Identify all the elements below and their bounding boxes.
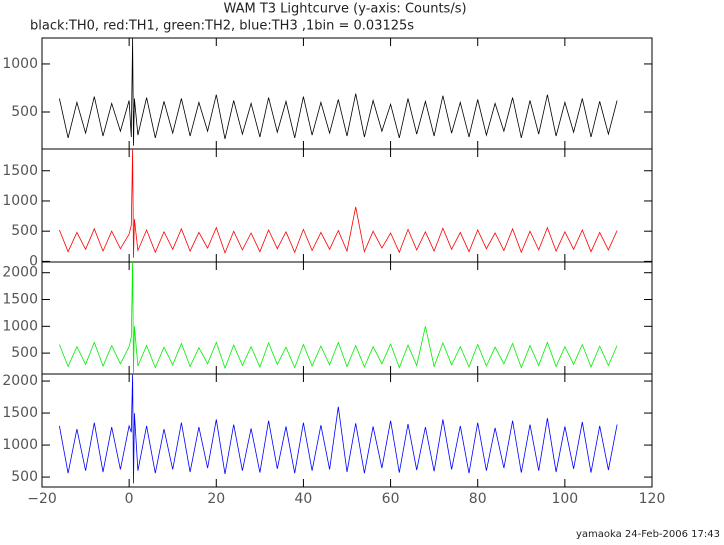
y-tick-label: 2000 (2, 265, 38, 281)
panel-frame (41, 373, 653, 488)
y-tick-label: 1500 (2, 163, 38, 179)
light-curve (59, 37, 618, 146)
x-tick-label: −20 (27, 491, 57, 507)
x-tick-label: 100 (551, 491, 578, 507)
y-tick-label: 500 (11, 104, 38, 120)
y-tick-label: 1000 (2, 56, 38, 72)
y-tick-label: 0 (29, 253, 38, 269)
y-tick-label: 1500 (2, 292, 38, 308)
light-curve (59, 149, 618, 258)
y-tick-label: 1500 (2, 405, 38, 421)
light-curve (59, 374, 618, 484)
y-tick-label: 2000 (2, 373, 38, 389)
y-tick-label: 500 (11, 469, 38, 485)
y-tick-label: 500 (11, 345, 38, 361)
y-tick-label: 500 (11, 223, 38, 239)
x-tick-label: 60 (382, 491, 400, 507)
x-tick-label: 20 (207, 491, 225, 507)
x-tick-label: 120 (639, 491, 666, 507)
y-tick-label: 1000 (2, 437, 38, 453)
footer: yamaoka 24-Feb-2006 17:43 (576, 529, 720, 540)
chart-title: WAM T3 Lightcurve (y-axis: Counts/s) (223, 2, 466, 17)
x-tick-label: 80 (469, 491, 487, 507)
y-tick-label: 1000 (2, 193, 38, 209)
x-tick-label: 40 (295, 491, 313, 507)
x-tick-label: 0 (125, 491, 134, 507)
light-curve (59, 261, 618, 373)
chart-subtitle: black:TH0, red:TH1, green:TH2, blue:TH3 … (30, 19, 414, 34)
y-tick-label: 1000 (2, 318, 38, 334)
